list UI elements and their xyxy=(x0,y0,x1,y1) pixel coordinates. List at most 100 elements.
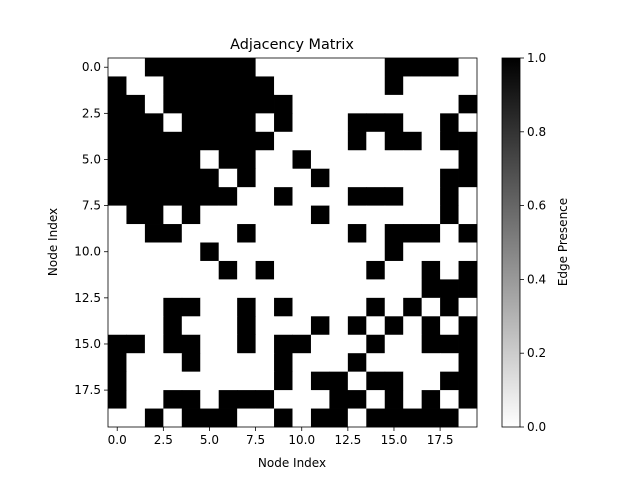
matrix-cell xyxy=(144,353,164,373)
matrix-cell xyxy=(458,113,478,133)
matrix-cell xyxy=(144,187,164,206)
matrix-cell xyxy=(366,297,386,317)
matrix-cell xyxy=(403,371,423,391)
matrix-cell xyxy=(200,390,220,409)
matrix-cell xyxy=(458,76,478,96)
matrix-cell xyxy=(440,150,459,170)
matrix-cell xyxy=(200,371,220,391)
matrix-cell xyxy=(366,76,386,96)
matrix-cell xyxy=(347,150,367,170)
matrix-cell xyxy=(126,224,146,243)
colorbar-tick-label: 0.8 xyxy=(527,125,546,139)
matrix-cell xyxy=(181,224,201,243)
matrix-cell xyxy=(458,187,478,206)
matrix-cell xyxy=(108,316,127,336)
matrix-cell xyxy=(403,224,423,243)
matrix-cell xyxy=(255,242,275,262)
matrix-cell xyxy=(108,371,127,391)
matrix-cell xyxy=(421,297,441,317)
matrix-cell xyxy=(200,297,220,317)
matrix-cell xyxy=(144,316,164,336)
matrix-cell xyxy=(403,334,423,354)
matrix-cell xyxy=(440,334,459,354)
matrix-cell xyxy=(108,94,127,114)
matrix-cell xyxy=(144,168,164,188)
matrix-cell xyxy=(310,131,330,151)
matrix-cell xyxy=(181,187,201,206)
matrix-cell xyxy=(108,76,127,96)
matrix-cell xyxy=(403,353,423,373)
matrix-cell xyxy=(163,353,183,373)
matrix-cell xyxy=(108,242,127,262)
matrix-cell xyxy=(126,113,146,133)
plot-frame xyxy=(107,57,478,428)
matrix-cell xyxy=(255,408,275,428)
matrix-cell xyxy=(274,242,293,262)
matrix-cell xyxy=(163,187,183,206)
matrix-cell xyxy=(347,242,367,262)
matrix-cell xyxy=(458,205,478,225)
matrix-cell xyxy=(274,224,293,243)
matrix-cell xyxy=(403,150,423,170)
matrix-cell xyxy=(347,131,367,151)
matrix-cell xyxy=(181,94,201,114)
matrix-cell xyxy=(274,390,293,409)
matrix-cell xyxy=(384,224,404,243)
matrix-cell xyxy=(384,168,404,188)
y-tick-label: 10.0 xyxy=(74,245,101,259)
matrix-cell xyxy=(403,76,423,96)
matrix-cell xyxy=(274,168,293,188)
matrix-cell xyxy=(163,297,183,317)
matrix-cell xyxy=(310,316,330,336)
matrix-cell xyxy=(440,297,459,317)
matrix-cell xyxy=(292,297,312,317)
matrix-cell xyxy=(200,408,220,428)
matrix-cell xyxy=(329,408,349,428)
y-axis-label: Node Index xyxy=(46,208,60,276)
matrix-cell xyxy=(274,353,293,373)
matrix-cell xyxy=(163,371,183,391)
matrix-cell xyxy=(126,187,146,206)
matrix-cell xyxy=(126,279,146,299)
matrix-cell xyxy=(366,242,386,262)
matrix-cell xyxy=(274,316,293,336)
matrix-cell xyxy=(421,168,441,188)
matrix-cell xyxy=(403,187,423,206)
matrix-cell xyxy=(440,316,459,336)
matrix-cell xyxy=(108,131,127,151)
matrix-cell xyxy=(347,408,367,428)
matrix-cell xyxy=(440,242,459,262)
matrix-cell xyxy=(200,131,220,151)
matrix-cell xyxy=(366,168,386,188)
matrix-cell xyxy=(292,113,312,133)
matrix-cell xyxy=(237,187,256,206)
matrix-cell xyxy=(200,224,220,243)
matrix-cell xyxy=(163,279,183,299)
matrix-cell xyxy=(163,316,183,336)
matrix-cell xyxy=(108,353,127,373)
matrix-cell xyxy=(421,205,441,225)
matrix-cell xyxy=(329,297,349,317)
matrix-cell xyxy=(384,113,404,133)
matrix-cell xyxy=(274,113,293,133)
matrix-cell xyxy=(347,371,367,391)
matrix-cell xyxy=(403,279,423,299)
matrix-cell xyxy=(144,205,164,225)
x-tick-label: 17.5 xyxy=(427,433,454,447)
matrix-cell xyxy=(292,168,312,188)
matrix-cell xyxy=(237,150,256,170)
x-tick-label: 7.5 xyxy=(246,433,265,447)
heatmap-matrix xyxy=(108,58,478,428)
matrix-cell xyxy=(108,279,127,299)
matrix-cell xyxy=(181,353,201,373)
matrix-cell xyxy=(366,131,386,151)
matrix-cell xyxy=(458,94,478,114)
y-tick-label: 17.5 xyxy=(74,383,101,397)
matrix-cell xyxy=(458,297,478,317)
matrix-cell xyxy=(218,408,238,428)
matrix-cell xyxy=(126,205,146,225)
x-tick-label: 10.0 xyxy=(288,433,315,447)
matrix-cell xyxy=(144,113,164,133)
matrix-cell xyxy=(274,187,293,206)
matrix-cell xyxy=(421,58,441,77)
